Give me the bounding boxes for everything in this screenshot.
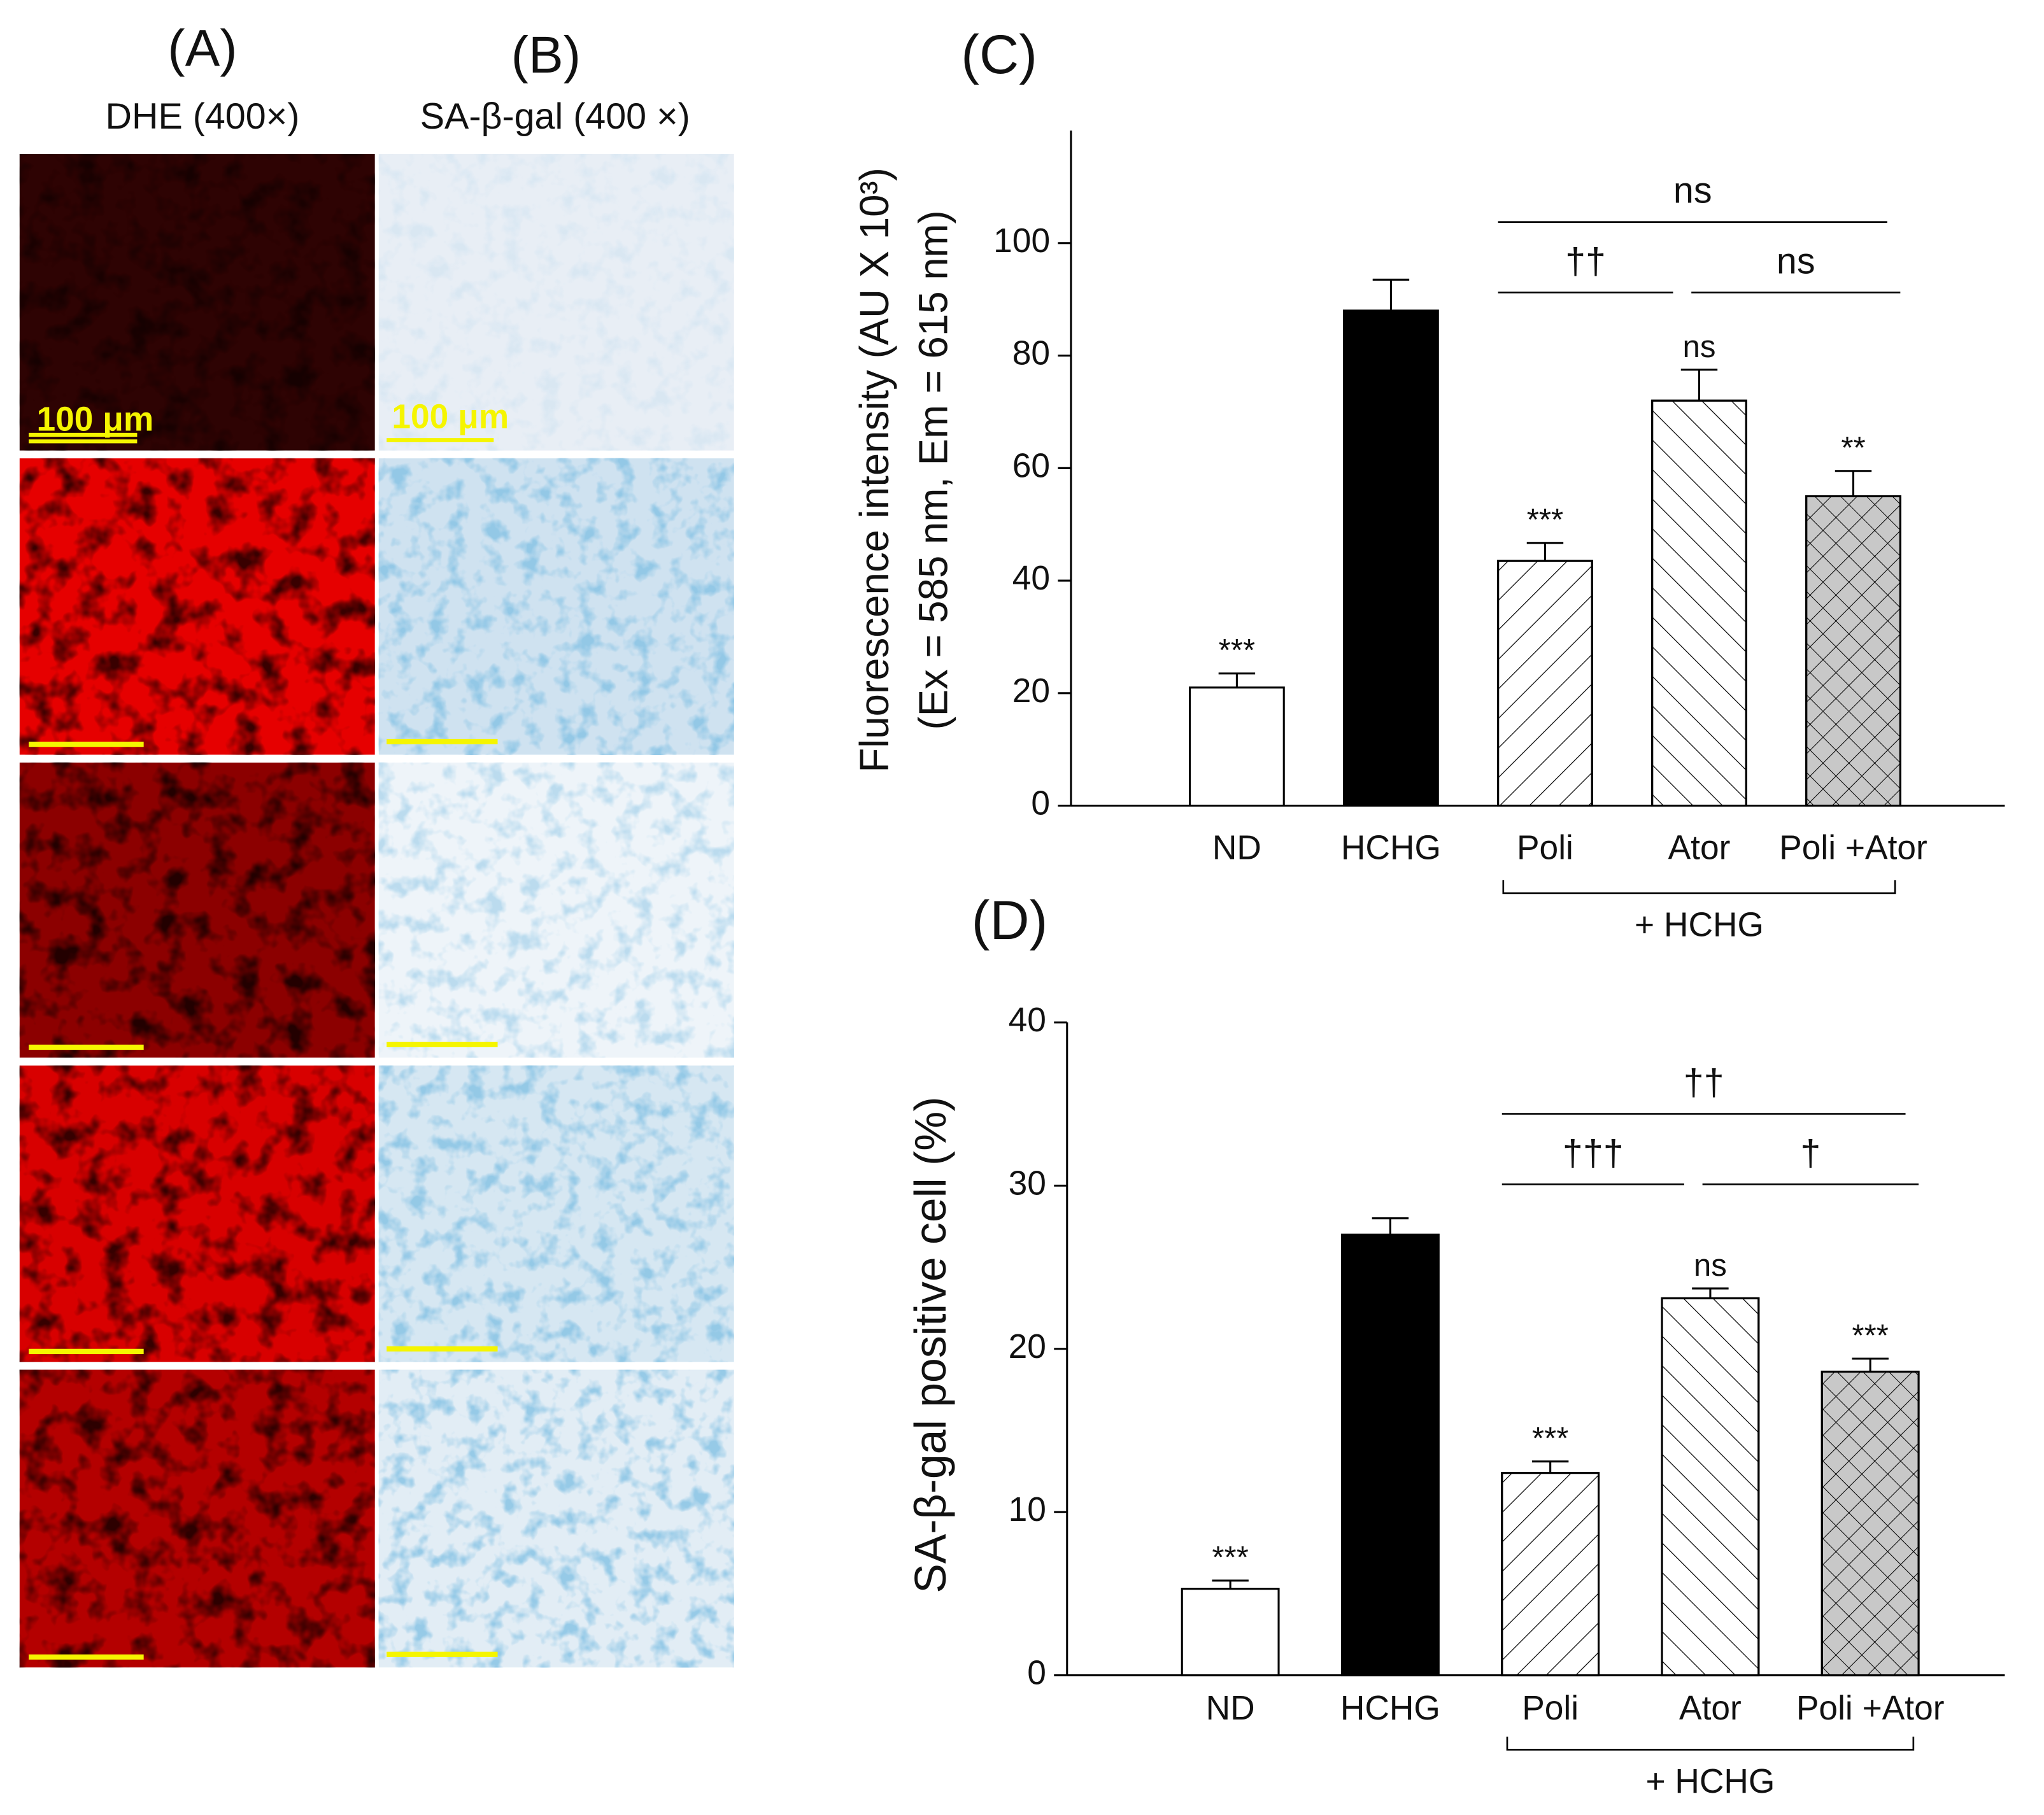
error-bar: [1835, 470, 1872, 497]
x-tick-label: Poli +Ator: [1796, 1690, 1945, 1727]
x-tick-label: Poli: [1522, 1690, 1579, 1727]
sagal-texture: [378, 762, 734, 1058]
panel-label: (B): [511, 26, 581, 84]
sagal-texture: [378, 458, 734, 755]
significance-label: ns: [1682, 329, 1715, 364]
error-bar: [1218, 672, 1256, 688]
y-tick-label: 100: [993, 222, 1050, 260]
dhe-texture: [19, 458, 375, 755]
bar-hatch: [1501, 1472, 1600, 1677]
y-axis-label: SA-β-gal positive cell (%): [905, 1097, 955, 1593]
significance-label: ***: [1852, 1318, 1888, 1353]
bar: [1340, 1233, 1440, 1677]
group-label: + HCHG: [1635, 906, 1764, 943]
significance-label: ***: [1527, 502, 1563, 537]
x-tick-label: ND: [1206, 1690, 1255, 1727]
comparison-label: †: [1800, 1133, 1820, 1173]
error-bar: [1372, 278, 1410, 311]
significance-label: ***: [1532, 1421, 1568, 1456]
group-bracket: [1506, 1736, 1915, 1751]
x-tick-label: Ator: [1679, 1690, 1742, 1727]
error-bar: [1692, 1287, 1729, 1299]
y-tick-label: 0: [1031, 785, 1050, 823]
y-axis-label: Fluorescence intensity (AU X 10³): [852, 167, 897, 773]
significance-label: ns: [1694, 1248, 1727, 1283]
significance-label: ***: [1219, 633, 1255, 668]
panel-label: (A): [167, 20, 237, 78]
bar: [1343, 309, 1439, 807]
x-tick-label: Poli +Ator: [1779, 829, 1927, 866]
y-tick-label: 40: [1009, 1001, 1046, 1039]
charts: (C) Fluorescence intensity (AU X 10³) (Ex …: [852, 24, 2005, 1800]
sagal-texture: [378, 1369, 734, 1668]
panel-caption: SA-β-gal (400 ×): [420, 96, 690, 137]
dhe-texture: [19, 762, 375, 1058]
y-axis-label: (Ex = 585 nm, Em = 615 nm): [911, 210, 956, 730]
y-tick-label: 0: [1027, 1655, 1046, 1692]
y-tick-label: 10: [1009, 1491, 1046, 1529]
group-bracket: [1502, 880, 1896, 894]
y-tick-label: 30: [1009, 1164, 1046, 1202]
x-tick-label: Ator: [1668, 829, 1731, 866]
dhe-texture: [19, 154, 375, 451]
x-tick-label: ND: [1212, 829, 1261, 866]
error-bar: [1680, 369, 1718, 401]
error-bar: [1531, 1460, 1569, 1473]
comparison-label: ns: [1777, 241, 1815, 281]
bar-hatch: [1820, 1371, 1920, 1677]
y-tick-label: 80: [1012, 335, 1050, 372]
bar: [1189, 686, 1285, 807]
y-tick-label: 40: [1012, 560, 1050, 597]
scale-label: 100 μm: [36, 401, 153, 439]
significance-label: **: [1841, 430, 1865, 465]
scale-label: 100 μm: [392, 398, 509, 435]
bar-hatch: [1497, 560, 1593, 807]
comparison-label: ††: [1684, 1063, 1724, 1103]
bar-hatch: [1661, 1297, 1760, 1677]
error-bar: [1372, 1217, 1409, 1235]
group-label: + HCHG: [1645, 1763, 1775, 1800]
x-tick-label: Poli: [1517, 829, 1573, 866]
bar: [1181, 1588, 1280, 1677]
y-tick-label: 20: [1009, 1328, 1046, 1366]
comparison-label: ns: [1673, 171, 1712, 211]
y-tick-label: 60: [1012, 447, 1050, 484]
error-bar: [1852, 1357, 1889, 1372]
significance-label: ***: [1212, 1540, 1248, 1575]
dhe-texture: [19, 1369, 375, 1668]
sagal-texture: [378, 154, 734, 451]
panel-caption: DHE (400×): [106, 96, 300, 137]
x-tick-label: HCHG: [1340, 1690, 1440, 1727]
bar-hatch: [1805, 495, 1901, 807]
error-bar: [1212, 1579, 1249, 1589]
bar-hatch: [1651, 399, 1747, 807]
x-tick-label: HCHG: [1341, 829, 1441, 866]
error-bar: [1526, 542, 1564, 561]
comparison-label: ††: [1565, 241, 1606, 281]
panel-label: (D): [972, 890, 1048, 951]
sagal-texture: [378, 1065, 734, 1362]
panel-label: (C): [961, 24, 1037, 85]
comparison-label: †††: [1563, 1133, 1624, 1173]
micrographs: 100 μm 100 μm: [19, 154, 734, 1668]
y-tick-label: 20: [1012, 672, 1050, 710]
dhe-texture: [19, 1065, 375, 1362]
